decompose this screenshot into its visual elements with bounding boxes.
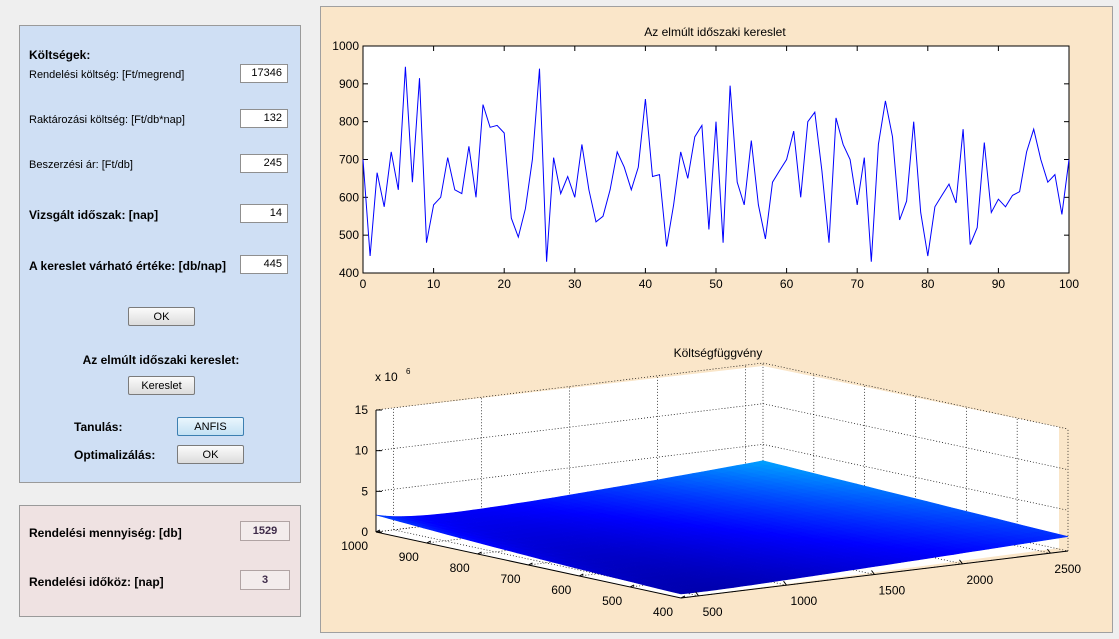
x-tick-label: 10 xyxy=(427,277,441,291)
demand-line-chart: Az elmúlt időszaki kereslet 0 10 20 30 40 50 6… xyxy=(332,25,1079,291)
purchase-price-label: Beszerzési ár: [Ft/db] xyxy=(29,159,133,171)
past-demand-label: Az elmúlt időszaki kereslet: xyxy=(82,353,240,367)
z-grid-line xyxy=(375,443,1069,511)
y-tick-label: 800 xyxy=(339,115,359,129)
purchase-price-input[interactable]: 245 xyxy=(240,154,288,173)
y-tick-label: 2500 xyxy=(1054,562,1081,576)
z-exponent: 6 xyxy=(406,367,411,376)
y-tick-label: 600 xyxy=(339,190,359,204)
demand-mean-label: A kereslet várható értéke: [db/nap] xyxy=(29,259,226,273)
x-tick-label: 90 xyxy=(992,277,1006,291)
x-tick-label: 600 xyxy=(551,583,571,597)
plot-panel: Az elmúlt időszaki kereslet 0 10 20 30 40 50 6… xyxy=(320,6,1113,633)
z-tick-label: 15 xyxy=(355,403,369,417)
y-tick-label: 900 xyxy=(339,77,359,91)
x-tick-label: 500 xyxy=(602,594,622,608)
x-tick-label: 800 xyxy=(450,561,470,575)
x-tick-label: 400 xyxy=(653,605,673,619)
optimize-button[interactable]: OK xyxy=(177,445,244,464)
order-qty-label: Rendelési mennyiség: [db] xyxy=(29,526,182,540)
surface-patch xyxy=(669,589,690,595)
learning-label: Tanulás: xyxy=(74,420,123,434)
period-input[interactable]: 14 xyxy=(240,204,288,223)
x-tick xyxy=(680,595,686,599)
x-tick-label: 700 xyxy=(500,572,520,586)
y-tick xyxy=(871,570,875,575)
order-interval-label: Rendelési időköz: [nap] xyxy=(29,575,164,589)
y-tick xyxy=(695,591,699,597)
order-cost-label: Rendelési költség: [Ft/megrend] xyxy=(29,69,185,81)
cost-surface-chart: Költségfüggvény x 10 6 0 5 10 15 400 500 600 70… xyxy=(341,346,1081,619)
z-tick-label: 0 xyxy=(361,525,368,539)
y-tick-label: 1000 xyxy=(791,594,818,608)
x-tick xyxy=(426,540,432,544)
costs-panel: Költségek: Rendelési költség: [Ft/megren… xyxy=(19,25,301,483)
x-tick xyxy=(528,562,533,566)
z-tick-label: 5 xyxy=(361,484,368,498)
z-grid-line xyxy=(375,362,1069,430)
order-interval-value: 3 xyxy=(240,570,290,590)
y-tick-label: 1500 xyxy=(879,584,906,598)
demand-mean-input[interactable]: 445 xyxy=(240,255,288,274)
x-tick-label: 1000 xyxy=(341,539,368,553)
y-tick-label: 500 xyxy=(339,228,359,242)
x-tick-label: 80 xyxy=(921,277,935,291)
back-wall-right xyxy=(763,366,1059,548)
plot-area: Az elmúlt időszaki kereslet 0 10 20 30 40 50 6… xyxy=(332,25,1081,619)
costs-heading: Költségek: xyxy=(29,48,91,62)
x-tick xyxy=(375,529,381,533)
x-tick-label: 900 xyxy=(399,550,419,564)
y-tick xyxy=(1047,548,1051,554)
y-tick-label: 400 xyxy=(339,266,359,280)
y-tick-label: 2000 xyxy=(966,573,993,587)
results-panel: Rendelési mennyiség: [db] 1529 Rendelési… xyxy=(19,505,301,617)
y-tick-label: 500 xyxy=(703,605,723,619)
ok-button[interactable]: OK xyxy=(128,307,195,326)
x-tick-label: 70 xyxy=(851,277,865,291)
x-tick xyxy=(477,551,482,555)
y-tick xyxy=(959,559,963,565)
x-tick-label: 30 xyxy=(568,277,582,291)
x-tick-label: 0 xyxy=(360,277,367,291)
anfis-button[interactable]: ANFIS xyxy=(177,417,244,436)
x-tick-label: 20 xyxy=(498,277,512,291)
x-tick-label: 40 xyxy=(639,277,653,291)
x-tick-label: 50 xyxy=(709,277,723,291)
z-tick-label: 10 xyxy=(355,444,369,458)
y-tick-label: 1000 xyxy=(332,39,359,53)
period-label: Vizsgált időszak: [nap] xyxy=(29,208,159,222)
x-tick-label: 100 xyxy=(1059,277,1079,291)
z-exponent-label: x 10 xyxy=(375,370,398,384)
surface-chart-title: Költségfüggvény xyxy=(674,346,763,360)
x-tick-label: 60 xyxy=(780,277,794,291)
storage-cost-label: Raktározási költség: [Ft/db*nap] xyxy=(29,114,185,126)
line-chart-axes-box xyxy=(362,45,1070,274)
y-tick-label: 700 xyxy=(339,153,359,167)
optimization-label: Optimalizálás: xyxy=(74,448,156,462)
demand-series-line xyxy=(362,66,1070,262)
demand-button[interactable]: Kereslet xyxy=(128,376,195,395)
storage-cost-input[interactable]: 132 xyxy=(240,109,288,128)
x-tick xyxy=(579,573,584,577)
y-grid-line xyxy=(393,407,699,597)
order-qty-value: 1529 xyxy=(240,521,290,541)
line-chart-title: Az elmúlt időszaki kereslet xyxy=(644,25,786,39)
order-cost-input[interactable]: 17346 xyxy=(240,64,288,83)
y-tick xyxy=(783,580,787,586)
x-tick xyxy=(629,584,635,588)
